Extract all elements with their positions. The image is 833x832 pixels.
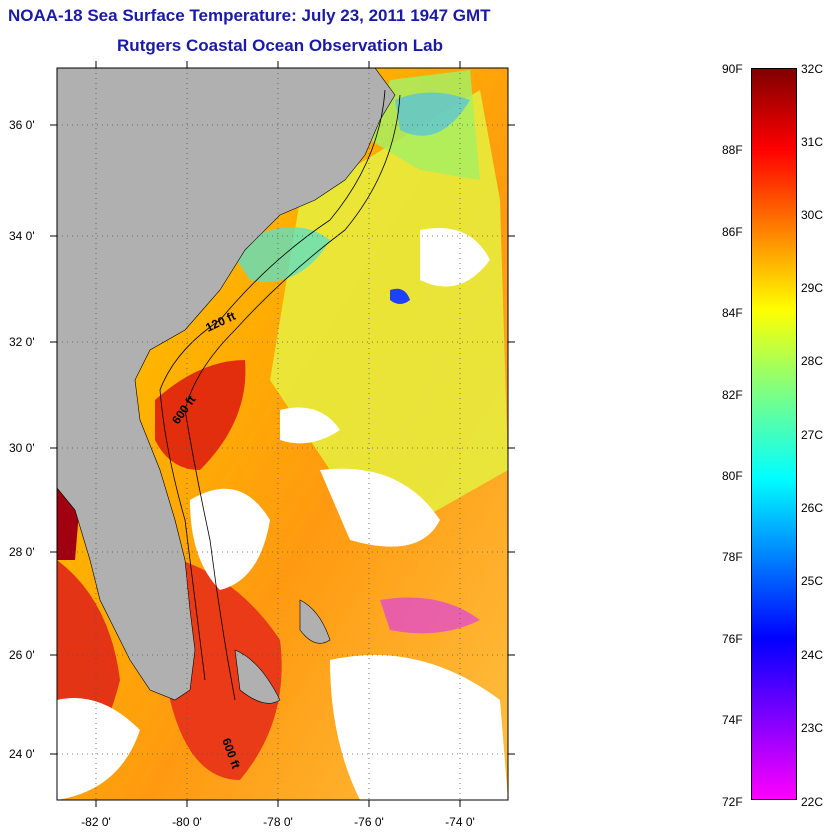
map-subtitle: Rutgers Coastal Ocean Observation Lab [117,36,443,55]
lon-label: -80 0' [172,815,202,829]
lat-label: 34 0' [9,229,35,243]
cloud-patch [320,468,440,547]
cloud-patch [330,655,508,800]
colorbar-label-c: 27C [801,428,824,442]
contour-600ft [184,94,401,701]
colorbar-label-c: 22C [801,795,824,809]
lat-label: 32 0' [9,335,35,349]
colorbar-label-c: 32C [801,62,824,76]
lat-label: 36 0' [9,118,35,132]
lat-label: 30 0' [9,441,35,455]
colorbar-label-f: 76F [722,632,743,646]
colorbar-label-f: 82F [722,388,743,402]
colorbar-label-c: 26C [801,501,824,515]
grid-lines [57,68,508,800]
colorbar-label-c: 23C [801,721,824,735]
lat-axis [50,124,515,755]
colorbar-label-f: 90F [722,62,743,76]
sst-patch-cyan-north [395,92,470,136]
colorbar-label-c: 25C [801,574,824,588]
colorbar-label-f: 72F [722,795,743,809]
sst-patch-cyan [230,227,330,282]
colorbar-label-c: 29C [801,281,824,295]
lat-label: 26 0' [9,648,35,662]
lon-label: -74 0' [445,815,475,829]
land-mass [57,68,396,701]
colorbar-label-f: 84F [722,306,743,320]
temperature-colorbar [751,68,797,800]
sst-patch-yellow [270,90,508,520]
colorbar-label-c: 28C [801,354,824,368]
lon-axis [95,61,461,807]
cloud-patch [280,407,340,444]
lon-label: -82 0' [81,815,111,829]
sst-patch-magenta [380,597,480,634]
lon-label: -76 0' [354,815,384,829]
contour-120ft [159,89,386,681]
map-frame [56,67,509,801]
lat-label: 28 0' [9,545,35,559]
lon-label: -78 0' [263,815,293,829]
colorbar-label-f: 74F [722,713,743,727]
colorbar-label-c: 30C [801,208,824,222]
colorbar-label-f: 88F [722,143,743,157]
island [299,599,331,644]
colorbar-label-f: 86F [722,225,743,239]
sst-patch-red-coast [155,360,246,470]
cloud-patch [190,488,270,590]
cloud-patch [420,228,490,287]
sst-patch-blue [390,288,410,304]
cloud-patch [57,698,140,800]
colorbar-label-f: 78F [722,550,743,564]
map-title: NOAA-18 Sea Surface Temperature: July 23… [8,6,491,25]
colorbar-label-c: 24C [801,648,824,662]
island [234,649,281,704]
sst-patch-red-south [170,560,282,780]
lat-label: 24 0' [9,747,35,761]
colorbar-label-c: 31C [801,135,824,149]
colorbar-label-f: 80F [722,469,743,483]
